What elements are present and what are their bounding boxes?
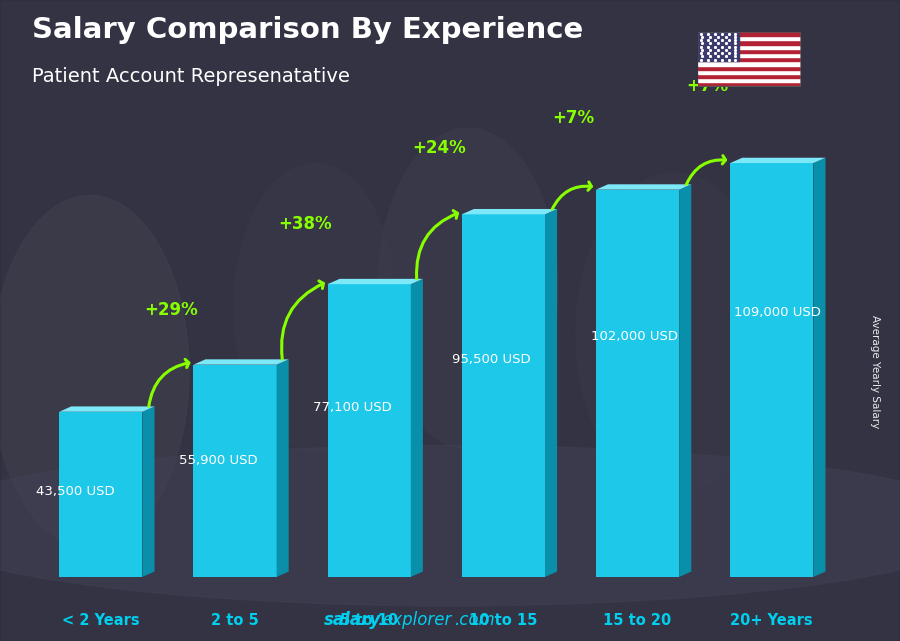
Text: 15 to 20: 15 to 20 [604, 613, 671, 628]
Bar [698, 70, 801, 74]
Text: explorer: explorer [382, 612, 452, 629]
Bar [698, 82, 801, 87]
Text: 95,500 USD: 95,500 USD [453, 353, 531, 366]
Bar [698, 49, 801, 53]
Text: 43,500 USD: 43,500 USD [36, 485, 115, 497]
Bar [698, 37, 801, 40]
Text: 2 to 5: 2 to 5 [212, 613, 259, 628]
Text: 20+ Years: 20+ Years [731, 613, 813, 628]
Text: 109,000 USD: 109,000 USD [734, 306, 821, 319]
Polygon shape [596, 185, 691, 190]
Polygon shape [730, 158, 825, 163]
Bar [698, 62, 801, 65]
Bar [328, 284, 410, 577]
Bar [730, 163, 814, 577]
Bar [698, 32, 739, 62]
Text: Average Yearly Salary: Average Yearly Salary [869, 315, 880, 428]
Polygon shape [410, 279, 423, 577]
Bar [698, 32, 801, 37]
Text: salary: salary [324, 612, 382, 629]
Text: +7%: +7% [553, 109, 595, 127]
Polygon shape [59, 406, 155, 412]
Text: 55,900 USD: 55,900 USD [178, 454, 257, 467]
Bar [698, 78, 801, 82]
Bar [462, 214, 545, 577]
FancyArrowPatch shape [282, 281, 323, 359]
Text: < 2 Years: < 2 Years [62, 613, 140, 628]
Polygon shape [814, 158, 825, 577]
Text: Patient Account Represenatative: Patient Account Represenatative [32, 67, 349, 87]
Bar [698, 40, 801, 45]
Bar [596, 190, 680, 577]
Polygon shape [680, 185, 691, 577]
FancyArrowPatch shape [553, 182, 591, 209]
Text: 5 to 10: 5 to 10 [340, 613, 399, 628]
Polygon shape [328, 279, 423, 284]
Polygon shape [545, 209, 557, 577]
Polygon shape [142, 406, 155, 577]
Bar [698, 74, 801, 78]
FancyArrowPatch shape [417, 210, 457, 279]
FancyArrowPatch shape [687, 156, 725, 185]
Polygon shape [194, 360, 289, 365]
Bar [698, 65, 801, 70]
Text: 77,100 USD: 77,100 USD [313, 401, 392, 413]
Text: 10 to 15: 10 to 15 [469, 613, 537, 628]
Text: +24%: +24% [412, 139, 466, 158]
Text: .com: .com [454, 612, 495, 629]
Polygon shape [276, 360, 289, 577]
Bar [698, 53, 801, 57]
Text: Salary Comparison By Experience: Salary Comparison By Experience [32, 16, 583, 44]
Bar [698, 57, 801, 62]
FancyArrowPatch shape [148, 360, 189, 406]
Bar [194, 365, 276, 577]
Text: +38%: +38% [278, 215, 332, 233]
Polygon shape [462, 209, 557, 214]
Bar [698, 45, 801, 49]
Text: +7%: +7% [687, 77, 729, 95]
Text: +29%: +29% [144, 301, 198, 319]
Text: 102,000 USD: 102,000 USD [590, 330, 678, 344]
Bar [59, 412, 142, 577]
